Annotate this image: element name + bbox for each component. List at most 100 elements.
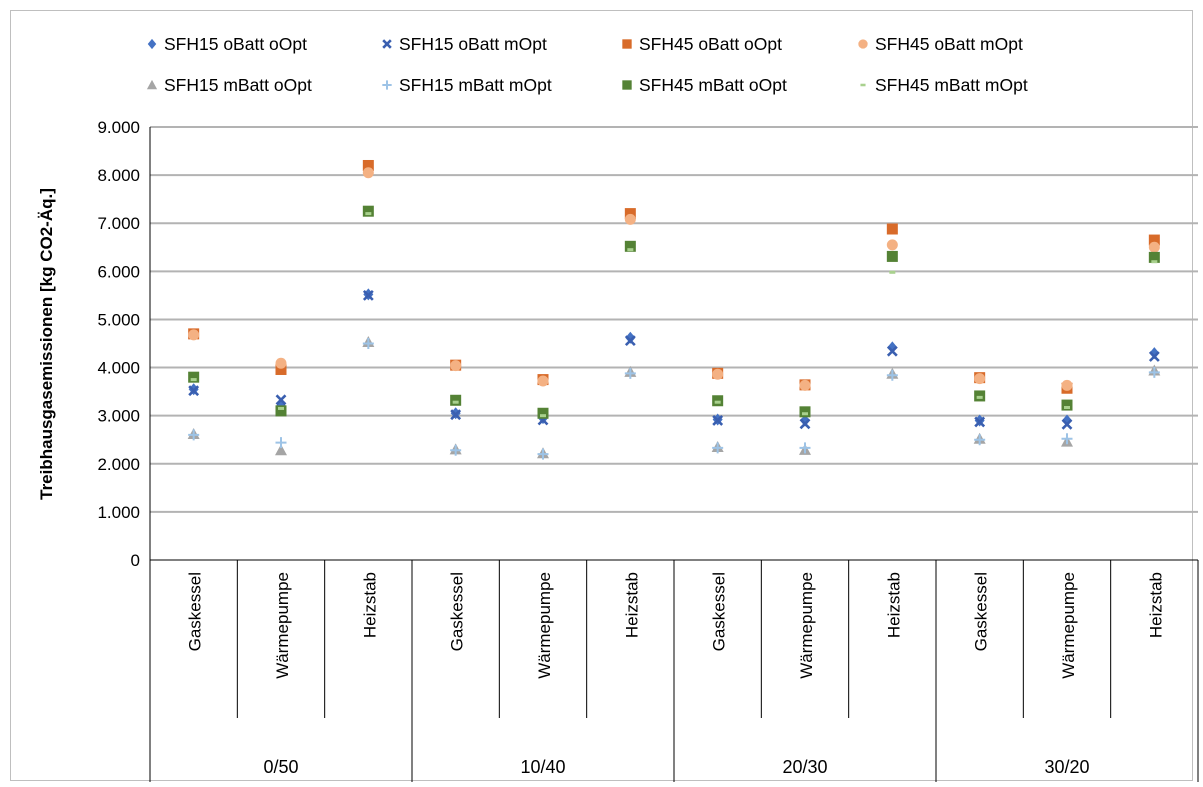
data-point	[625, 331, 636, 344]
y-tick-label: 5.000	[97, 310, 140, 329]
legend-label: SFH15 mBatt mOpt	[399, 75, 552, 95]
data-point	[450, 360, 462, 372]
data-point	[1149, 347, 1160, 360]
legend-label: SFH45 oBatt mOpt	[875, 34, 1023, 54]
data-point	[188, 429, 200, 441]
data-point	[537, 407, 549, 419]
x-tick-label: Wärmepumpe	[535, 572, 554, 679]
data-point	[188, 329, 200, 341]
legend-label: SFH15 mBatt oOpt	[164, 75, 312, 95]
x-tick-label: Gaskessel	[448, 572, 467, 651]
x-tick-label: Gaskessel	[186, 572, 205, 651]
data-point	[886, 223, 898, 235]
data-point	[799, 442, 811, 454]
data-point	[188, 371, 200, 383]
data-point	[974, 434, 986, 446]
legend-label: SFH45 mBatt oOpt	[639, 75, 787, 95]
data-point	[799, 406, 811, 418]
x-tick-label: Heizstab	[360, 572, 379, 638]
x-tick-label: Heizstab	[622, 572, 641, 638]
legend-marker	[147, 38, 157, 50]
data-point	[624, 367, 636, 379]
x-tick-label: Gaskessel	[710, 572, 729, 651]
data-point	[974, 373, 986, 385]
data-point	[624, 208, 636, 220]
data-point	[275, 444, 287, 456]
data-point	[365, 212, 372, 216]
data-point	[278, 406, 284, 410]
y-tick-label: 6.000	[97, 262, 140, 281]
data-point	[976, 395, 983, 399]
data-point	[714, 400, 721, 404]
data-point	[886, 250, 898, 262]
data-point	[190, 378, 197, 382]
data-point	[802, 412, 808, 416]
data-point	[275, 405, 287, 417]
legend-marker	[622, 80, 632, 90]
data-point	[800, 414, 810, 427]
x-tick-label: Wärmepumpe	[1059, 572, 1078, 679]
data-point	[886, 345, 898, 357]
data-point	[799, 418, 811, 430]
data-point	[974, 416, 986, 428]
legend-label: SFH15 oBatt oOpt	[164, 34, 307, 54]
legend-label: SFH45 oBatt oOpt	[639, 34, 782, 54]
data-point	[362, 338, 374, 349]
data-point	[1148, 351, 1160, 362]
data-point	[1151, 260, 1158, 264]
data-point	[1061, 379, 1073, 391]
y-tick-label: 3.000	[97, 407, 140, 426]
y-tick-label: 9.000	[97, 118, 140, 137]
y-tick-label: 7.000	[97, 214, 140, 233]
data-point	[1064, 405, 1070, 409]
data-point	[275, 394, 287, 406]
y-tick-label: 2.000	[97, 455, 140, 474]
data-point	[275, 357, 287, 369]
data-point	[450, 444, 462, 456]
legend-label: SFH45 mBatt mOpt	[875, 75, 1028, 95]
data-point	[712, 442, 724, 454]
y-axis-title: Treibhausgasemissionen [kg CO2-Äq.]	[37, 188, 56, 500]
point-layer	[187, 159, 1161, 460]
y-tick-label: 4.000	[97, 359, 140, 378]
data-point	[886, 369, 898, 381]
data-point	[624, 213, 636, 225]
x-tick-label: Wärmepumpe	[797, 572, 816, 679]
data-point	[624, 335, 636, 347]
data-point	[1148, 241, 1160, 253]
data-point	[450, 394, 462, 406]
x-tick-label: Heizstab	[884, 572, 903, 638]
data-point	[537, 448, 549, 460]
y-tick-label: 1.000	[97, 503, 140, 522]
y-tick-label: 8.000	[97, 166, 140, 185]
data-point	[1148, 234, 1160, 246]
data-point	[540, 414, 546, 418]
x-tick-label: Heizstab	[1146, 572, 1165, 638]
data-point	[188, 385, 200, 397]
y-tick-label: 0	[131, 551, 140, 570]
data-point	[362, 159, 374, 171]
legend-marker	[858, 39, 868, 49]
data-point	[886, 239, 898, 251]
legend-marker	[860, 83, 866, 87]
x-tick-label: Gaskessel	[972, 572, 991, 651]
data-point	[627, 248, 634, 252]
legend-label: SFH15 oBatt mOpt	[399, 34, 547, 54]
legend-marker	[622, 39, 632, 49]
chart-border	[10, 10, 1193, 781]
group-label: 20/30	[782, 757, 827, 777]
data-point	[1061, 433, 1073, 445]
data-point	[799, 379, 811, 391]
data-point	[275, 437, 287, 449]
data-point	[1061, 399, 1073, 411]
legend-marker	[382, 80, 392, 90]
group-label: 0/50	[263, 757, 298, 777]
data-point	[1148, 251, 1160, 263]
data-point	[450, 409, 462, 421]
data-point	[624, 240, 636, 252]
legend-marker	[382, 39, 392, 49]
group-label: 10/40	[520, 757, 565, 777]
data-point	[362, 167, 374, 179]
